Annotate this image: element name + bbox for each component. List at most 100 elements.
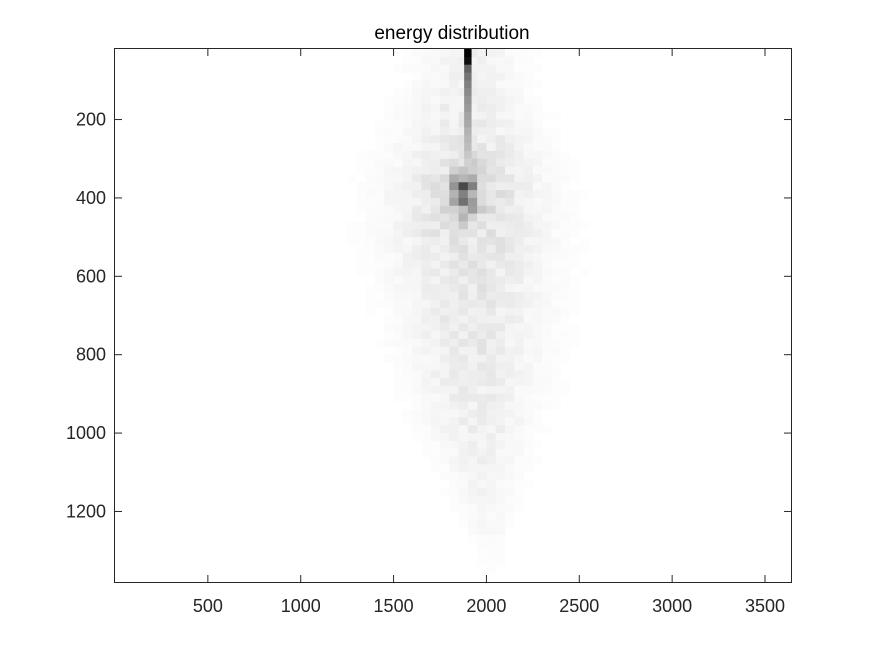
heatmap-cell xyxy=(514,174,524,183)
heatmap-cell xyxy=(486,370,497,379)
heatmap-cell xyxy=(486,96,497,105)
heatmap-cell xyxy=(570,244,580,254)
heatmap-cell xyxy=(477,80,487,89)
heatmap-cell xyxy=(421,362,432,371)
heatmap-cell xyxy=(477,542,487,552)
heatmap-cell xyxy=(430,386,441,395)
heatmap-cell xyxy=(523,284,534,293)
heatmap-cell xyxy=(486,158,497,167)
heatmap-cell xyxy=(532,339,543,348)
heatmap-cell xyxy=(440,284,450,293)
heatmap-cell xyxy=(495,135,506,144)
heatmap-cell xyxy=(570,284,580,293)
heatmap-cell xyxy=(523,339,534,348)
heatmap-cell xyxy=(495,487,506,497)
heatmap-cell xyxy=(458,495,469,505)
heatmap-cell xyxy=(440,409,450,418)
heatmap-cell xyxy=(477,268,487,277)
heatmap-cell xyxy=(523,370,534,379)
heatmap-cell xyxy=(458,472,469,481)
heatmap-cell xyxy=(514,346,524,356)
heatmap-cell xyxy=(477,135,487,144)
heatmap-cell xyxy=(440,229,450,238)
heatmap-cell xyxy=(579,268,589,277)
y-tick-label: 1000 xyxy=(66,423,106,443)
heatmap-cell xyxy=(505,268,515,277)
heatmap-cell xyxy=(486,331,497,340)
heatmap-cell xyxy=(514,354,524,363)
heatmap-cell xyxy=(430,456,441,465)
heatmap-cell xyxy=(449,197,459,207)
heatmap-cell xyxy=(532,221,543,230)
heatmap-cell xyxy=(505,127,515,136)
heatmap-cell xyxy=(440,440,450,450)
heatmap-cell xyxy=(551,213,562,222)
heatmap-cell xyxy=(412,291,422,301)
heatmap-cell xyxy=(402,252,413,262)
heatmap-cell xyxy=(384,103,394,113)
spike-cell xyxy=(464,143,472,152)
heatmap-cell xyxy=(495,550,506,559)
heatmap-cell xyxy=(505,103,515,113)
heatmap-cell xyxy=(495,190,506,199)
heatmap-cell xyxy=(458,464,469,473)
heatmap-cell xyxy=(384,135,394,144)
heatmap-cell xyxy=(384,197,394,207)
heatmap-cell xyxy=(477,182,487,191)
heatmap-cell xyxy=(560,205,571,214)
heatmap-cell xyxy=(393,268,404,277)
heatmap-cell xyxy=(430,346,441,356)
heatmap-cell xyxy=(458,158,469,167)
heatmap-cell xyxy=(375,229,385,238)
heatmap-cell xyxy=(402,127,413,136)
heatmap-cell xyxy=(495,166,506,175)
heatmap-cell xyxy=(505,354,515,363)
heatmap-cell xyxy=(542,143,552,152)
heatmap-cell xyxy=(505,307,515,316)
heatmap-cell xyxy=(542,291,552,301)
heatmap-cell xyxy=(430,417,441,426)
heatmap-cell xyxy=(421,370,432,379)
heatmap-cell xyxy=(440,182,450,191)
heatmap-cell xyxy=(402,56,413,66)
heatmap-cell xyxy=(551,197,562,207)
heatmap-cell xyxy=(495,456,506,465)
heatmap-cell xyxy=(412,143,422,152)
heatmap-cell xyxy=(430,409,441,418)
heatmap-cell xyxy=(421,307,432,316)
heatmap-cell xyxy=(375,119,385,128)
heatmap-cell xyxy=(523,135,534,144)
heatmap-cell xyxy=(495,96,506,105)
heatmap-cell xyxy=(365,244,376,254)
heatmap-cell xyxy=(505,190,515,199)
axes-box xyxy=(114,48,792,583)
heatmap-cell xyxy=(495,323,506,332)
y-tick-label: 1200 xyxy=(66,501,106,521)
heatmap-cell xyxy=(505,323,515,332)
heatmap-cell xyxy=(421,244,432,254)
heatmap-cell xyxy=(421,174,432,183)
heatmap-cell xyxy=(421,260,432,269)
heatmap-cell xyxy=(356,229,367,238)
heatmap-cell xyxy=(514,252,524,262)
heatmap-cell xyxy=(412,72,422,81)
heatmap-cell xyxy=(430,440,441,450)
heatmap-cell xyxy=(412,299,422,309)
heatmap-cell xyxy=(532,268,543,277)
heatmap-cell xyxy=(356,190,367,199)
heatmap-cell xyxy=(542,135,552,144)
heatmap-cell xyxy=(532,370,543,379)
heatmap-cell xyxy=(551,339,562,348)
heatmap-cell xyxy=(467,299,478,309)
heatmap-cell xyxy=(486,315,497,324)
heatmap-cell xyxy=(440,135,450,144)
heatmap-cell xyxy=(560,158,571,167)
heatmap-cell xyxy=(486,464,497,473)
heatmap-cell xyxy=(505,143,515,152)
heatmap-cell xyxy=(532,276,543,285)
heatmap-cell xyxy=(495,182,506,191)
heatmap-cell xyxy=(430,425,441,434)
heatmap-cell xyxy=(532,205,543,214)
heatmap-cell xyxy=(542,339,552,348)
heatmap-cell xyxy=(477,456,487,465)
